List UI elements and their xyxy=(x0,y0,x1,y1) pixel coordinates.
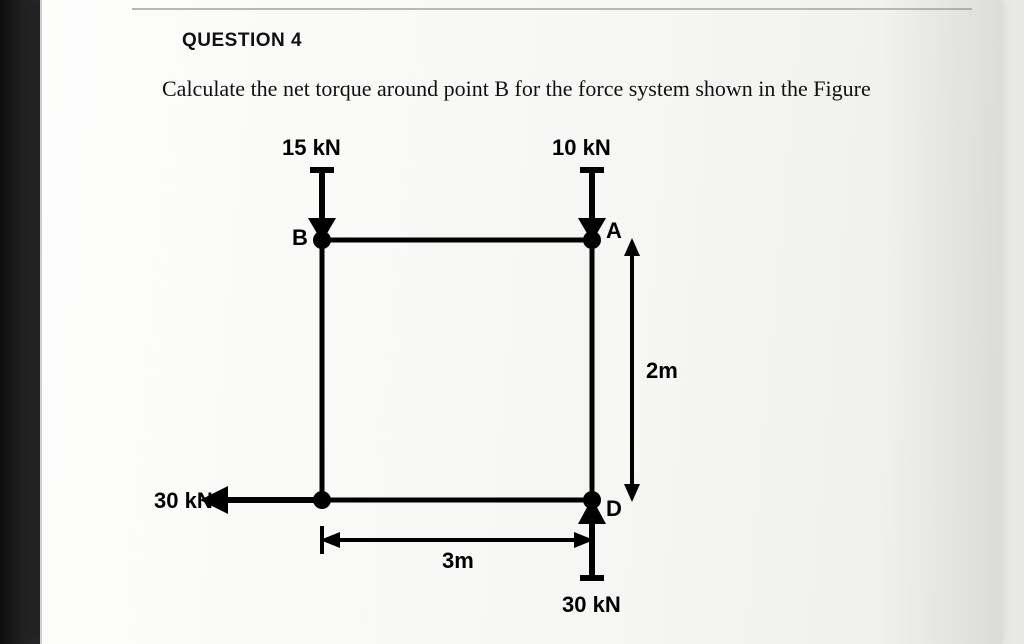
frame-rect xyxy=(322,240,592,500)
force-15kN-arrow xyxy=(308,170,336,242)
label-D: D xyxy=(606,496,622,521)
page-vignette xyxy=(882,0,1002,644)
question-heading: QUESTION 4 xyxy=(182,30,302,52)
force-diagram: 15 kN 10 kN 30 kN 30 kN B xyxy=(152,130,772,630)
question-text: Calculate the net torque around point B … xyxy=(162,76,871,102)
force-10kN-arrow xyxy=(578,170,606,242)
dimension-2m xyxy=(624,238,640,502)
top-rule xyxy=(132,8,972,10)
page: QUESTION 4 Calculate the net torque arou… xyxy=(40,0,1002,644)
book-spine xyxy=(0,0,40,644)
force-10kN-label: 10 kN xyxy=(552,135,611,160)
dimension-2m-label: 2m xyxy=(646,358,678,383)
force-15kN-label: 15 kN xyxy=(282,135,341,160)
label-A: A xyxy=(606,218,622,243)
force-30kN-left-arrow xyxy=(200,486,320,514)
dimension-3m-label: 3m xyxy=(442,548,474,573)
label-B: B xyxy=(292,225,308,250)
force-30kN-up-label: 30 kN xyxy=(562,592,621,617)
force-30kN-left-label: 30 kN xyxy=(154,488,213,513)
